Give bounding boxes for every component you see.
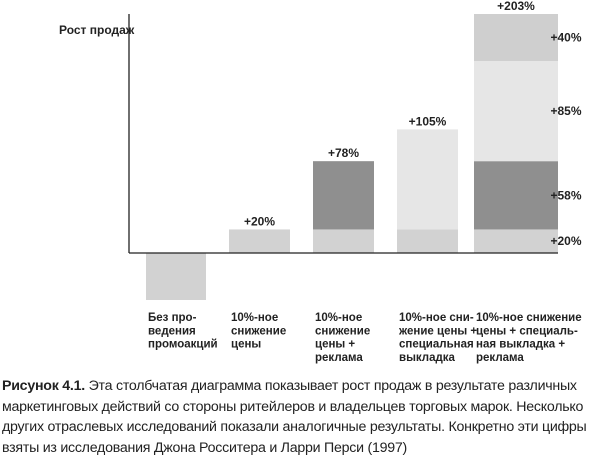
category-label-4-2: ная выкладка +: [476, 339, 565, 351]
category-label-3-0: 10%-ное сни-: [399, 312, 474, 324]
bar-segment-4-2: [474, 61, 558, 162]
category-label-1-2: цены: [231, 339, 261, 351]
value-label-4: +203%: [497, 0, 535, 13]
category-label-1-0: 10%-ное: [231, 312, 278, 324]
bar-segment-2-0: [313, 229, 374, 253]
category-label-0-0: Без про-: [148, 312, 197, 324]
sales-growth-chart: Рост продаж +20% +78% +105% +203% Без про-в…: [59, 0, 582, 364]
category-label-2-3: реклама: [315, 352, 363, 364]
bar-segment-2-1: [313, 161, 374, 230]
category-label-3-1: жение цены +: [398, 325, 477, 337]
category-label-4-0: 10%-ное снижение: [476, 312, 582, 324]
bar-segment-4-3: [474, 14, 558, 62]
bar-segment-4-0: [474, 229, 558, 253]
caption-text: Эта столбчатая диаграмма показывает рост…: [2, 378, 587, 456]
bar-segment-3-2: [397, 129, 458, 230]
category-label-3-3: выкладка: [399, 352, 456, 364]
segment-label-3: +20%: [550, 234, 581, 248]
bar-segment-3-0: [397, 229, 458, 253]
category-label-4-1: цены + специаль-: [476, 325, 578, 337]
bars-group: [146, 14, 558, 300]
category-labels-group: Без про-веденияпромоакций10%-ноеснижение…: [148, 312, 582, 364]
category-label-3-2: специальная: [399, 339, 474, 351]
category-label-1-1: снижение: [231, 325, 286, 337]
segment-label-1: +85%: [550, 104, 581, 118]
y-axis-label: Рост продаж: [59, 23, 135, 37]
bar-baseline-0: [146, 253, 206, 300]
segment-label-2: +58%: [550, 188, 581, 202]
segment-label-0: +40%: [550, 31, 581, 45]
caption-label: Рисунок 4.1.: [2, 378, 85, 394]
value-label-3: +105%: [409, 114, 447, 128]
bar-segment-4-1: [474, 161, 558, 230]
category-label-4-3: реклама: [476, 352, 524, 364]
value-label-2: +78%: [328, 146, 359, 160]
value-label-1: +20%: [244, 214, 275, 228]
segment-labels-group: +40% +85% +58% +20%: [550, 31, 581, 249]
category-label-2-0: 10%-ное: [315, 312, 362, 324]
category-label-2-2: цены +: [315, 339, 355, 351]
category-label-0-2: промоакций: [148, 339, 218, 351]
figure-caption: Рисунок 4.1. Эта столбчатая диаграмма по…: [2, 376, 600, 458]
category-label-0-1: ведения: [148, 325, 196, 337]
bar-segment-1-0: [229, 229, 290, 253]
category-label-2-1: снижение: [315, 325, 370, 337]
value-labels-group: +20% +78% +105% +203%: [244, 0, 535, 228]
